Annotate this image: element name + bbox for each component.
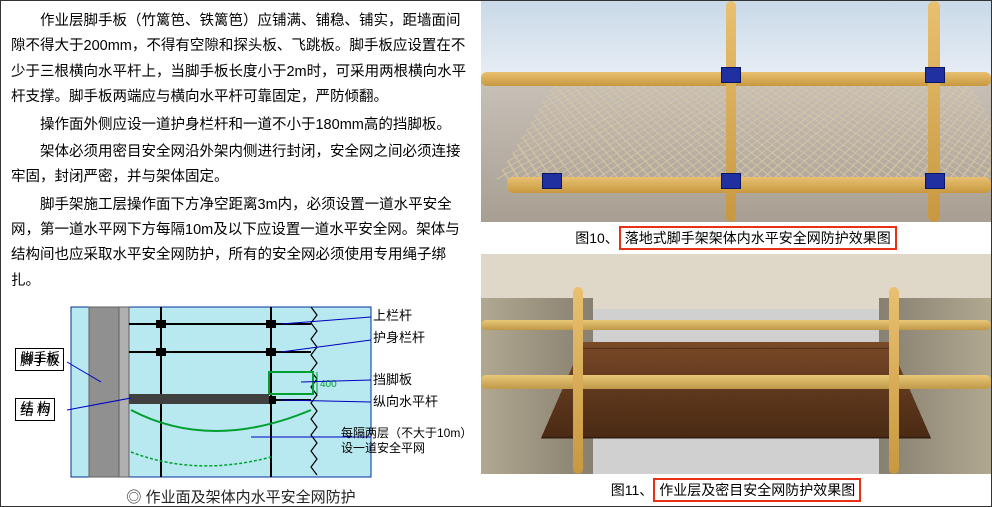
fig10-prefix: 图10、 bbox=[575, 228, 619, 248]
label-jsb-box: 脚手板 bbox=[15, 348, 64, 371]
diagram-block: 400 bbox=[11, 302, 471, 507]
section-diagram: 400 bbox=[11, 302, 471, 482]
para-3: 架体必须用密目安全网沿外架内侧进行封闭，安全网之间必须连接牢固，封闭严密，并与架… bbox=[11, 140, 471, 191]
label-jg-box: 结 构 bbox=[15, 398, 55, 421]
svg-text:上栏杆: 上栏杆 bbox=[373, 308, 412, 323]
diagram-caption: ◎ 作业面及架体内水平安全网防护 bbox=[126, 486, 355, 507]
svg-text:每隔两层（不大于10m）: 每隔两层（不大于10m） bbox=[341, 425, 471, 440]
svg-text:挡脚板: 挡脚板 bbox=[373, 372, 412, 387]
fig11-prefix: 图11、 bbox=[611, 480, 654, 500]
para-4: 脚手架施工层操作面下方净空距离3m内，必须设置一道水平安全网，第一道水平网下方每… bbox=[11, 193, 471, 295]
para-2: 操作面外侧应设一道护身栏杆和一道不小于180mm高的挡脚板。 bbox=[11, 113, 471, 138]
svg-text:纵向水平杆: 纵向水平杆 bbox=[373, 394, 438, 409]
main-text: 作业层脚手板（竹篱笆、铁篱笆）应铺满、铺稳、铺实，距墙面间隙不得大于200mm，… bbox=[11, 9, 471, 296]
fig11-title: 作业层及密目安全网防护效果图 bbox=[653, 478, 861, 502]
figure-11: 图11、 作业层及密目安全网防护效果图 bbox=[481, 254, 991, 507]
fig10-title: 落地式脚手架架体内水平安全网防护效果图 bbox=[619, 226, 897, 250]
svg-text:设一道安全平网: 设一道安全平网 bbox=[341, 440, 425, 455]
figure-10: 图10、 落地式脚手架架体内水平安全网防护效果图 bbox=[481, 1, 991, 254]
svg-text:护身栏杆: 护身栏杆 bbox=[373, 330, 425, 345]
para-1: 作业层脚手板（竹篱笆、铁篱笆）应铺满、铺稳、铺实，距墙面间隙不得大于200mm，… bbox=[11, 9, 471, 111]
